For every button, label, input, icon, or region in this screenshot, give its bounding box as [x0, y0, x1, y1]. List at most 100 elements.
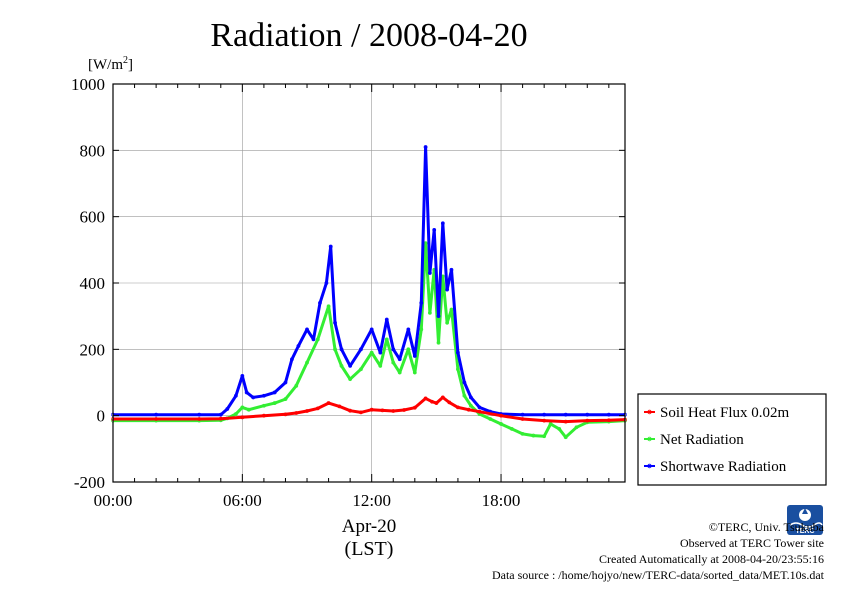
x-tick-label: 18:00 — [482, 491, 521, 510]
series-1-point — [333, 347, 337, 352]
series-2-point — [218, 412, 223, 417]
series-2-point — [262, 393, 266, 398]
legend-label-2: Shortwave Radiation — [660, 459, 787, 475]
series-line-2 — [113, 145, 625, 417]
series-1-point — [499, 422, 503, 426]
series-0-point — [262, 413, 266, 418]
series-1-point — [468, 403, 473, 408]
series-2-point — [412, 354, 417, 358]
series-1-point — [369, 350, 374, 355]
series-1-point — [348, 377, 353, 382]
series-lines — [111, 145, 627, 440]
series-2-point — [520, 412, 525, 417]
series-1-point — [509, 427, 514, 431]
series-2-point — [542, 412, 547, 417]
series-0-point — [283, 412, 288, 417]
series-2-point — [378, 350, 383, 355]
series-1-point — [283, 397, 288, 401]
series-0-point — [447, 400, 452, 405]
series-0-point — [305, 409, 309, 413]
y-tick-label: 0 — [97, 407, 106, 426]
series-2-point — [462, 380, 467, 385]
series-1-point — [406, 347, 411, 352]
series-2-point — [436, 314, 441, 319]
series-0-point — [380, 408, 385, 413]
series-1-point — [294, 383, 299, 388]
series-2-point — [197, 412, 202, 417]
y-tick-label: 800 — [80, 141, 106, 160]
site-text: Observed at TERC Tower site — [679, 536, 824, 550]
logo-text: TERC — [795, 528, 814, 535]
series-2-point — [384, 317, 389, 322]
series-line-0 — [113, 395, 626, 424]
series-1-point — [246, 407, 251, 412]
series-1-point — [436, 340, 441, 345]
series-2-point — [324, 281, 329, 285]
y-axis-label-unit: [W/m — [88, 57, 123, 73]
axis-ticks: -200 0 200 400 600 800 1000 00:00 06:00 12:00 18:0… — [71, 75, 625, 510]
series-2-point — [585, 412, 590, 417]
series-line-1 — [113, 241, 626, 439]
series-1-point — [359, 367, 363, 372]
series-1-point — [462, 393, 467, 398]
series-0-point — [606, 418, 611, 423]
series-0-point — [391, 409, 396, 413]
series-1-point — [305, 360, 309, 365]
series-2-point — [311, 337, 316, 342]
series-2-point — [283, 380, 288, 385]
x-axis-label: Apr-20 — [342, 516, 397, 537]
series-1-point — [531, 433, 536, 438]
series-1-point — [378, 364, 383, 368]
series-2-point — [305, 327, 309, 332]
y-tick-label: 400 — [80, 274, 106, 293]
series-1-point — [563, 435, 568, 440]
series-2-point — [240, 373, 245, 378]
legend-box — [637, 393, 827, 486]
series-2-point — [333, 320, 337, 325]
series-2-point — [328, 244, 333, 249]
source-text: Data source : /home/hojyo/new/TERC-data/… — [491, 568, 824, 582]
grid-lines — [113, 83, 625, 483]
series-0-point — [456, 405, 460, 410]
series-0-point — [154, 417, 159, 421]
series-1-point — [542, 434, 547, 439]
legend-marker-0 — [647, 409, 652, 415]
series-2-point — [440, 221, 445, 226]
series-2-point — [154, 412, 159, 417]
legend: Soil Heat Flux 0.02m Net Radiation Shortwa… — [637, 393, 827, 486]
series-2-point — [606, 412, 611, 417]
series-2-point — [428, 271, 432, 275]
x-tick-label: 06:00 — [223, 491, 262, 510]
series-0-point — [294, 411, 299, 415]
series-0-point — [423, 396, 428, 401]
series-0-point — [499, 413, 503, 418]
series-0-point — [477, 409, 482, 414]
series-2-point — [244, 390, 249, 395]
terc-logo: TERC — [784, 503, 826, 537]
series-0-point — [542, 418, 547, 423]
legend-marker-1 — [647, 436, 652, 442]
series-1-point — [233, 412, 238, 416]
series-1-point — [574, 425, 579, 430]
series-2-point — [369, 327, 374, 332]
series-0-point — [430, 399, 434, 404]
legend-label-1: Net Radiation — [660, 432, 744, 448]
credits: ©TERC, Univ. Tsukuba Observed at TERC To… — [492, 519, 824, 583]
series-2-point — [296, 344, 301, 348]
series-0-point — [337, 404, 342, 409]
legend-marker-2 — [647, 463, 652, 469]
series-2-point — [563, 412, 568, 417]
series-2-point — [445, 287, 450, 292]
series-2-point — [468, 395, 473, 400]
series-2-point — [406, 327, 411, 332]
legend-label-0: Soil Heat Flux 0.02m — [660, 405, 790, 421]
y-axis-label-close: ] — [128, 57, 133, 73]
series-0-point — [563, 419, 568, 424]
series-0-point — [520, 417, 525, 421]
series-2-point — [272, 390, 277, 395]
series-1-point — [445, 320, 450, 325]
series-1-point — [240, 405, 245, 410]
series-0-point — [359, 410, 363, 415]
series-1-point — [557, 427, 562, 431]
